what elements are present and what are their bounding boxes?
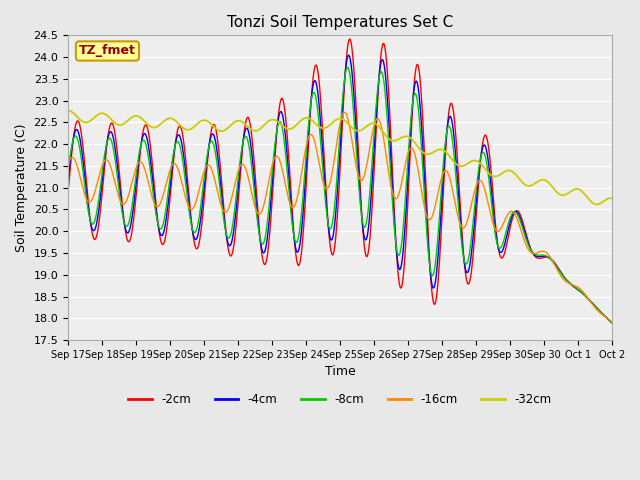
-2cm: [428, 280, 435, 286]
-4cm: [228, 238, 236, 244]
-4cm: [608, 320, 616, 325]
-4cm: [64, 176, 72, 182]
-16cm: [228, 194, 236, 200]
-16cm: [276, 156, 284, 162]
-4cm: [128, 215, 136, 221]
-32cm: [228, 121, 236, 127]
-2cm: [397, 285, 404, 291]
-32cm: [255, 127, 262, 132]
Line: -4cm: -4cm: [68, 55, 612, 323]
-32cm: [128, 114, 136, 120]
-2cm: [128, 229, 136, 235]
-8cm: [397, 247, 404, 253]
Y-axis label: Soil Temperature (C): Soil Temperature (C): [15, 123, 28, 252]
Line: -16cm: -16cm: [68, 112, 612, 322]
-16cm: [255, 211, 262, 217]
-8cm: [608, 320, 616, 325]
Title: Tonzi Soil Temperatures Set C: Tonzi Soil Temperatures Set C: [227, 15, 453, 30]
-8cm: [428, 270, 435, 276]
-4cm: [397, 265, 404, 271]
-16cm: [608, 319, 616, 324]
-32cm: [396, 136, 404, 142]
-16cm: [428, 216, 435, 221]
-2cm: [276, 104, 284, 110]
-16cm: [397, 184, 404, 190]
Line: -8cm: -8cm: [68, 67, 612, 323]
-16cm: [128, 180, 136, 185]
-8cm: [128, 204, 136, 210]
-4cm: [276, 111, 284, 117]
-32cm: [593, 202, 601, 207]
-4cm: [345, 52, 353, 58]
-2cm: [255, 221, 262, 227]
-8cm: [255, 229, 262, 235]
-4cm: [255, 227, 262, 232]
-32cm: [426, 151, 434, 156]
-2cm: [346, 36, 353, 42]
Line: -32cm: -32cm: [68, 111, 612, 204]
-2cm: [228, 252, 236, 257]
X-axis label: Time: Time: [324, 365, 355, 378]
Legend: -2cm, -4cm, -8cm, -16cm, -32cm: -2cm, -4cm, -8cm, -16cm, -32cm: [124, 388, 556, 410]
-8cm: [276, 119, 284, 124]
-16cm: [64, 160, 72, 166]
-8cm: [344, 64, 351, 70]
-32cm: [64, 108, 72, 114]
Line: -2cm: -2cm: [68, 39, 612, 323]
-32cm: [276, 120, 284, 126]
-16cm: [340, 109, 348, 115]
-8cm: [228, 227, 236, 232]
-2cm: [608, 320, 616, 325]
-8cm: [64, 168, 72, 173]
Text: TZ_fmet: TZ_fmet: [79, 45, 136, 58]
-4cm: [428, 276, 435, 282]
-2cm: [64, 188, 72, 193]
-32cm: [608, 195, 616, 201]
